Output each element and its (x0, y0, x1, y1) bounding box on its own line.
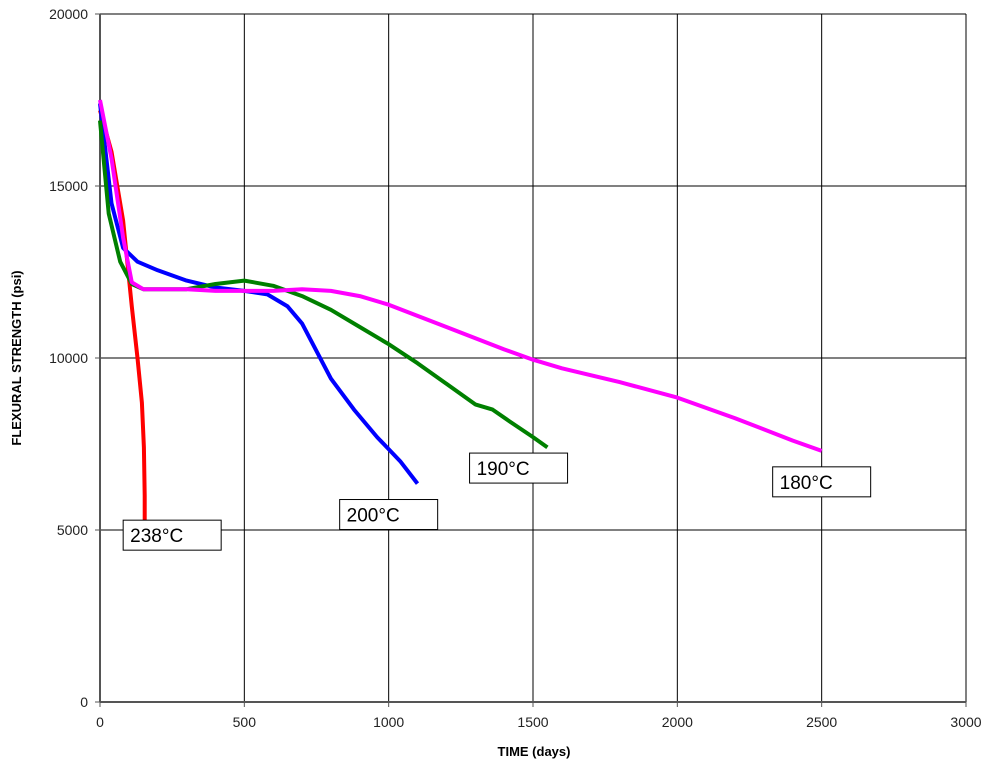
y-tick-label: 20000 (49, 6, 88, 22)
y-axis-title: FLEXURAL STRENGTH (psi) (9, 270, 24, 445)
y-tick-labels: 0 5000 10000 15000 20000 (49, 6, 88, 710)
annotation-label: 200°C (347, 506, 400, 527)
annotation-label: 238°C (130, 526, 183, 547)
annotation-box (122, 519, 222, 551)
y-tick-label: 10000 (49, 350, 88, 366)
y-tick-label: 5000 (57, 522, 88, 538)
y-tick-label: 15000 (49, 178, 88, 194)
series-line-200c (98, 103, 420, 485)
x-axis-title: TIME (days) (498, 744, 571, 759)
y-tick-label: 0 (80, 694, 88, 710)
annotation-box (772, 466, 872, 498)
series-annotations: 238°C 200°C 190°C 180°C (122, 452, 872, 551)
series-line-180c (98, 99, 823, 453)
series-lines (98, 99, 823, 530)
x-tick-label: 3000 (950, 714, 981, 730)
annotation-box (339, 499, 439, 531)
grid-lines (100, 13, 967, 702)
annotation-label: 190°C (477, 459, 530, 480)
x-tick-label: 1500 (517, 714, 548, 730)
x-tick-label: 2000 (662, 714, 693, 730)
x-tick-label: 1000 (373, 714, 404, 730)
x-tick-label: 0 (96, 714, 104, 730)
x-tick-label: 2500 (806, 714, 837, 730)
series-line-190c (98, 120, 549, 450)
annotation-box (469, 452, 569, 484)
x-tick-label: 500 (233, 714, 257, 730)
annotation-label: 180°C (780, 473, 833, 494)
x-tick-labels: 0 500 1000 1500 2000 2500 3000 (96, 714, 982, 730)
